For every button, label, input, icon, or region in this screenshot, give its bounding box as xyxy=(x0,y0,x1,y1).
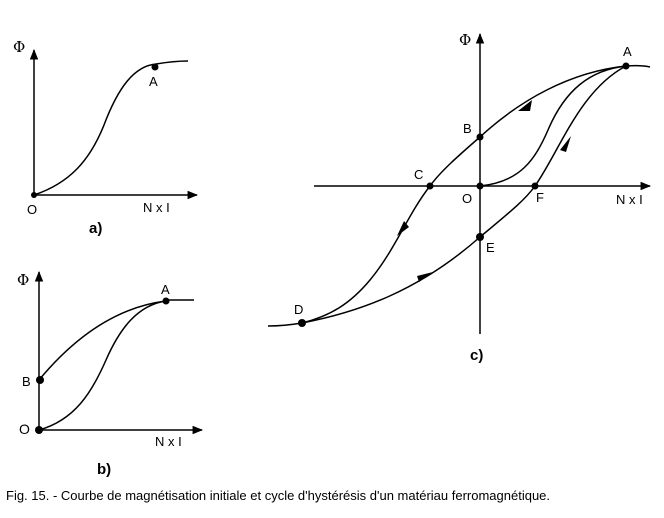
panel-c-origin-point xyxy=(476,182,484,190)
panel-b-origin-point xyxy=(35,426,43,434)
panel-c-c-label: C xyxy=(414,167,423,182)
panel-a-a-label: A xyxy=(149,74,158,89)
panel-c-point-e xyxy=(476,233,484,241)
panel-b: Φ A B O N x I b) xyxy=(17,270,204,478)
panel-a-x-label: N x I xyxy=(143,200,170,215)
panel-c-origin-label: O xyxy=(462,191,472,206)
panel-b-a-label: A xyxy=(161,282,170,297)
panel-a-magnetization-curve xyxy=(33,60,189,196)
panel-c-e-label: E xyxy=(486,240,495,255)
panel-c-a-label: A xyxy=(623,44,632,59)
panel-c-point-c xyxy=(426,182,434,190)
panel-c-point-b xyxy=(476,133,484,141)
panel-b-initial-curve xyxy=(38,300,167,431)
panel-a: Φ A O N x I a) xyxy=(13,38,199,237)
panel-c-b-label: B xyxy=(463,121,472,136)
panel-c-d-label: D xyxy=(294,302,303,317)
panel-b-b-label: B xyxy=(22,374,31,389)
panel-b-tag: b) xyxy=(97,461,111,478)
panel-c-point-a xyxy=(622,62,630,70)
panel-a-origin-label: O xyxy=(27,202,37,217)
panel-a-tag: a) xyxy=(89,220,102,237)
panel-c-point-f xyxy=(531,182,539,190)
panel-c-arrow-descending-lower xyxy=(397,221,409,236)
panel-a-y-label: Φ xyxy=(13,38,25,56)
panel-c-ascending-branch xyxy=(301,65,627,324)
panel-b-y-label: Φ xyxy=(17,271,29,289)
panel-c-arrow-descending-upper xyxy=(518,100,532,111)
panel-c-negative-saturation xyxy=(267,322,303,327)
panel-a-origin-point xyxy=(31,192,37,198)
panel-b-x-label: N x I xyxy=(155,434,182,449)
panel-b-point-a xyxy=(162,297,170,305)
panel-c-y-label: Φ xyxy=(459,31,471,49)
panel-c-f-label: F xyxy=(536,190,544,205)
panel-c-point-d xyxy=(298,319,306,327)
panel-b-return-curve xyxy=(38,300,167,381)
panel-c-arrow-ascending-lower xyxy=(417,272,433,282)
panel-c-tag: c) xyxy=(470,347,483,364)
panel-c-initial-curve xyxy=(479,65,627,187)
panel-c-x-label: N x I xyxy=(616,192,643,207)
panel-b-origin-label: O xyxy=(19,421,30,437)
panel-c: Φ A B C O F N x I E D c) xyxy=(267,31,652,364)
panel-c-arrow-ascending-upper xyxy=(560,136,571,152)
panel-a-point-a xyxy=(151,63,159,71)
panel-b-point-b xyxy=(36,376,44,384)
figure-caption: Fig. 15. - Courbe de magnétisation initi… xyxy=(6,488,551,503)
panel-c-positive-saturation xyxy=(625,64,651,68)
